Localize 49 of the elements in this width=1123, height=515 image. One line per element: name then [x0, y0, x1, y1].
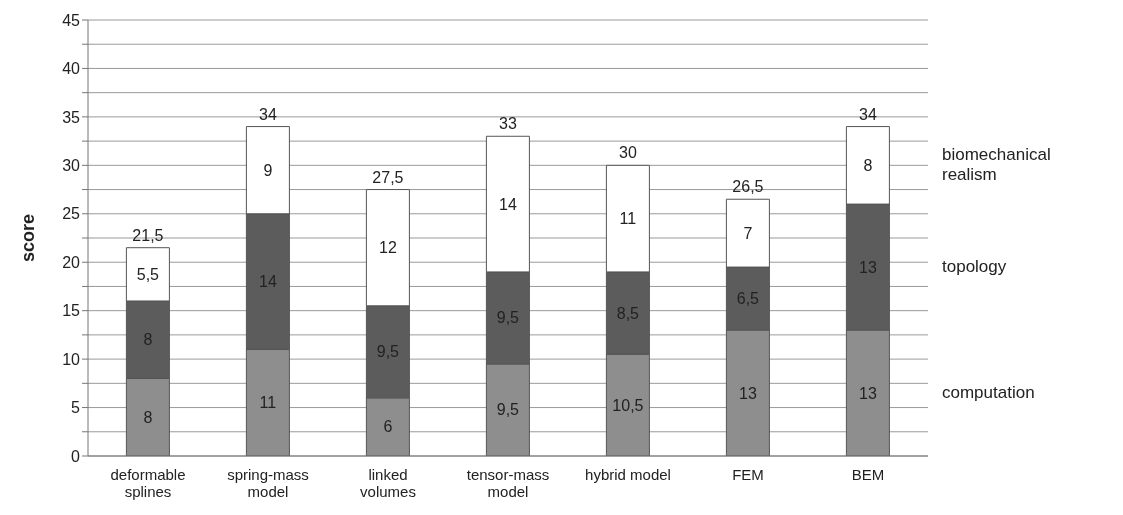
- total-label: 21,5: [132, 226, 164, 244]
- x-tick-label: tensor-mass model: [466, 466, 550, 500]
- data-label: 9,5: [496, 309, 520, 327]
- data-label: 8: [863, 156, 873, 174]
- text: topology: [942, 257, 1008, 278]
- total-label: 27,5: [372, 168, 404, 186]
- x-tick-label: spring-mass model: [227, 466, 309, 500]
- x-tick-label: deformable splines: [110, 466, 186, 500]
- data-label: 13: [739, 384, 757, 402]
- total-label: 34: [259, 105, 277, 123]
- text: biomechanical realism: [942, 145, 1052, 186]
- data-label: 8,5: [616, 304, 640, 322]
- data-label: 10,5: [612, 396, 644, 414]
- y-tick-label: 15: [62, 302, 81, 320]
- data-label: 6: [383, 418, 393, 436]
- y-tick-label: 35: [62, 108, 81, 126]
- total-label: 30: [619, 144, 637, 162]
- x-tick-label: FEM: [732, 466, 764, 483]
- y-tick-label: 20: [62, 253, 81, 271]
- data-label: 14: [259, 273, 277, 291]
- data-label: 5,5: [136, 265, 160, 283]
- y-tick-label: 5: [71, 399, 81, 417]
- y-tick-label: 25: [62, 205, 81, 223]
- total-label: 33: [499, 115, 517, 133]
- y-tick-label: 10: [62, 350, 81, 368]
- data-label: 14: [499, 195, 517, 213]
- total-label: 34: [859, 105, 877, 123]
- data-label: 9,5: [496, 401, 520, 419]
- y-tick-label: 0: [71, 447, 81, 465]
- data-label: 11: [619, 210, 637, 228]
- data-label: 6,5: [736, 290, 760, 308]
- data-label: 12: [379, 239, 397, 257]
- data-label: 9,5: [376, 343, 400, 361]
- x-tick-label: BEM: [851, 466, 885, 483]
- data-label: 8: [143, 408, 153, 426]
- data-label: 11: [259, 394, 277, 412]
- data-label: 7: [743, 224, 753, 242]
- y-axis-title: score: [18, 213, 39, 263]
- x-tick-label: linked volumes: [360, 466, 416, 500]
- y-tick-label: 30: [62, 157, 81, 175]
- data-label: 13: [859, 384, 877, 402]
- data-label: 13: [859, 258, 877, 276]
- x-tick-label: hybrid model: [585, 466, 671, 483]
- text: computation: [942, 383, 1036, 404]
- data-label: 8: [143, 331, 153, 349]
- y-tick-label: 45: [62, 11, 81, 29]
- total-label: 26,5: [732, 178, 764, 196]
- y-tick-label: 40: [62, 60, 81, 78]
- data-label: 9: [263, 161, 273, 179]
